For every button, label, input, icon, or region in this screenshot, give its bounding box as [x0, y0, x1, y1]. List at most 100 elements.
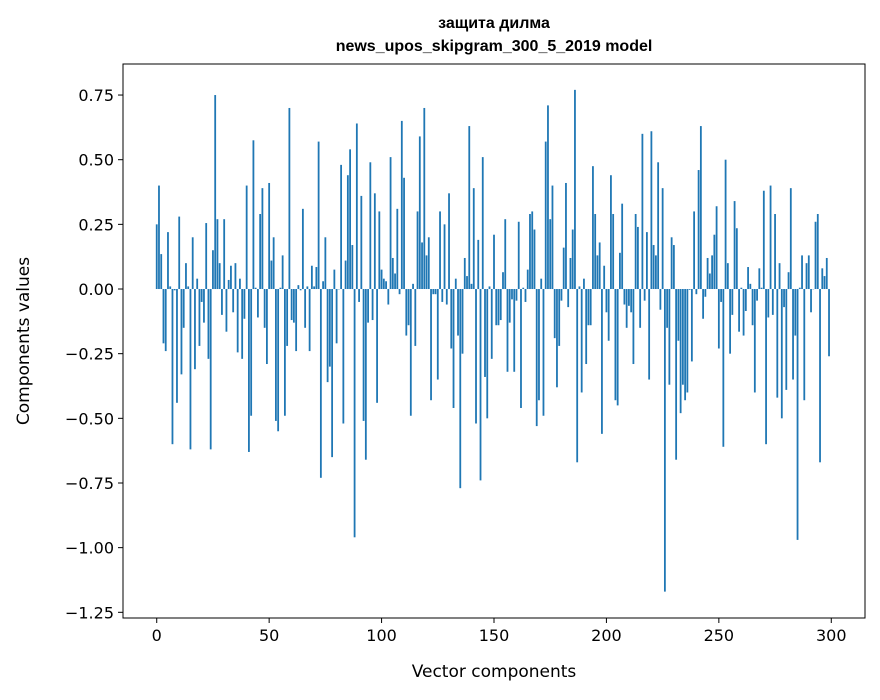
bar-component-122 — [430, 289, 432, 400]
bar-component-19 — [199, 289, 201, 346]
bar-component-42 — [250, 289, 252, 416]
bar-component-294 — [817, 214, 819, 289]
bar-component-27 — [217, 219, 219, 289]
bar-component-197 — [599, 242, 601, 289]
bar-component-144 — [480, 289, 482, 480]
bar-component-46 — [259, 214, 261, 289]
bar-component-57 — [284, 289, 286, 416]
bar-component-263 — [747, 267, 749, 289]
bar-component-63 — [297, 285, 299, 289]
bar-component-52 — [273, 237, 275, 289]
bar-component-92 — [363, 289, 365, 421]
x-tick-label: 250 — [704, 626, 735, 645]
bar-component-31 — [226, 289, 228, 332]
bar-component-159 — [513, 289, 515, 372]
bar-component-207 — [621, 204, 623, 289]
bar-component-156 — [507, 289, 509, 372]
bar-component-115 — [414, 289, 416, 346]
bar-component-62 — [295, 289, 297, 351]
bar-component-250 — [718, 289, 720, 348]
y-tick-label: 0.75 — [78, 86, 114, 105]
bar-component-15 — [190, 289, 192, 449]
bar-component-66 — [304, 289, 306, 328]
y-tick-label: 0.25 — [78, 215, 114, 234]
bar-component-166 — [529, 214, 531, 289]
chart-title-line-1: защита дилма — [438, 15, 550, 32]
bar-component-6 — [169, 286, 171, 289]
bar-component-141 — [473, 188, 475, 289]
bar-component-278 — [781, 289, 783, 418]
bar-component-129 — [446, 289, 448, 305]
x-tick-label: 0 — [152, 626, 162, 645]
bar-component-85 — [347, 175, 349, 289]
bar-component-168 — [534, 230, 536, 289]
bar-component-212 — [633, 289, 635, 364]
bar-component-246 — [709, 273, 711, 289]
bar-component-234 — [682, 289, 684, 385]
y-tick-label: 0.50 — [78, 151, 114, 170]
bar-component-60 — [291, 289, 293, 320]
bar-component-195 — [594, 214, 596, 289]
bar-component-67 — [306, 286, 308, 289]
bar-component-76 — [327, 289, 329, 382]
bar-component-53 — [275, 289, 277, 421]
bar-component-163 — [522, 288, 524, 289]
bar-component-70 — [313, 286, 315, 289]
bar-component-170 — [538, 289, 540, 400]
bar-component-219 — [648, 289, 650, 380]
plot-frame — [123, 64, 865, 618]
bar-component-18 — [196, 279, 198, 289]
bar-component-203 — [612, 214, 614, 289]
bar-component-124 — [435, 289, 437, 294]
bar-component-274 — [772, 289, 774, 315]
bar-component-14 — [187, 286, 189, 289]
bar-component-273 — [770, 186, 772, 289]
bar-component-160 — [516, 289, 518, 301]
bar-component-233 — [680, 289, 682, 413]
bar-component-119 — [423, 108, 425, 289]
bar-component-232 — [677, 289, 679, 341]
bar-component-266 — [754, 289, 756, 392]
bar-component-68 — [309, 289, 311, 351]
bar-component-7 — [172, 289, 174, 444]
x-tick-label: 100 — [366, 626, 397, 645]
bar-component-227 — [666, 289, 668, 328]
bar-component-216 — [642, 134, 644, 289]
bar-component-261 — [743, 289, 745, 336]
bar-component-238 — [691, 289, 693, 361]
bar-component-106 — [394, 273, 396, 289]
bar-component-155 — [504, 219, 506, 289]
bar-component-226 — [664, 289, 666, 592]
bar-component-82 — [340, 165, 342, 289]
bar-component-33 — [230, 266, 232, 289]
bar-component-187 — [576, 289, 578, 462]
bar-component-173 — [545, 142, 547, 289]
chart-title-line-2: news_upos_skipgram_300_5_2019 model — [336, 38, 653, 55]
bar-component-75 — [324, 237, 326, 289]
bars-group — [156, 90, 830, 592]
bar-component-179 — [558, 289, 560, 346]
bar-component-17 — [194, 289, 196, 369]
bar-component-183 — [567, 289, 569, 307]
bar-component-118 — [421, 242, 423, 289]
bar-component-28 — [219, 263, 221, 289]
x-axis-label: Vector components — [412, 662, 577, 682]
bar-component-142 — [475, 289, 477, 423]
bar-component-133 — [455, 279, 457, 289]
bar-component-98 — [376, 289, 378, 403]
bar-component-113 — [410, 289, 412, 416]
bar-component-228 — [668, 289, 670, 385]
y-tick-label: −0.25 — [65, 345, 114, 364]
bar-component-240 — [695, 289, 697, 294]
bar-component-112 — [408, 289, 410, 325]
bar-component-79 — [333, 270, 335, 289]
bar-component-88 — [354, 289, 356, 537]
bar-component-218 — [646, 232, 648, 289]
bar-component-239 — [693, 211, 695, 289]
bar-component-298 — [826, 258, 828, 289]
bar-component-283 — [792, 289, 794, 380]
bar-component-215 — [639, 289, 641, 328]
bar-component-0 — [156, 224, 158, 289]
bar-component-295 — [819, 289, 821, 462]
